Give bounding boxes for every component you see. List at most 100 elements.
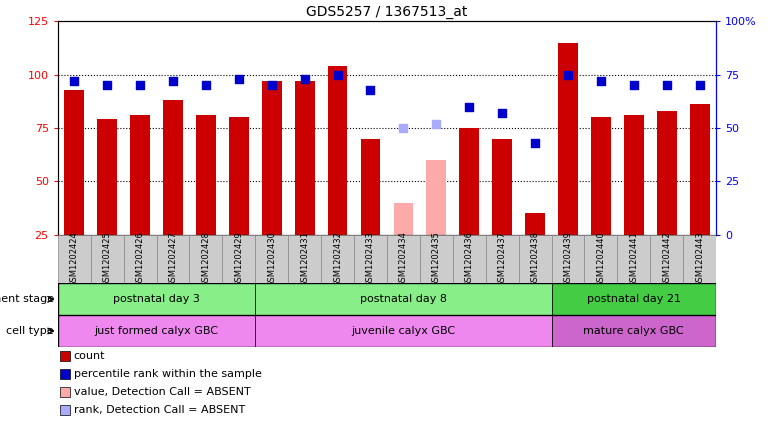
Text: juvenile calyx GBC: juvenile calyx GBC xyxy=(351,326,455,336)
Text: GSM1202425: GSM1202425 xyxy=(102,231,112,287)
Bar xyxy=(123,235,156,283)
Text: mature calyx GBC: mature calyx GBC xyxy=(584,326,684,336)
Text: postnatal day 8: postnatal day 8 xyxy=(360,294,447,304)
Point xyxy=(299,75,311,82)
Bar xyxy=(256,315,551,347)
Bar xyxy=(558,43,578,235)
Point xyxy=(496,110,508,116)
Point xyxy=(430,120,443,127)
Bar xyxy=(387,235,420,283)
Point xyxy=(594,77,607,84)
Bar xyxy=(189,235,223,283)
Bar xyxy=(525,213,545,235)
Text: GSM1202438: GSM1202438 xyxy=(531,231,540,287)
Bar xyxy=(262,81,282,235)
Bar xyxy=(486,235,519,283)
Text: GSM1202441: GSM1202441 xyxy=(629,231,638,287)
Bar xyxy=(519,235,551,283)
Bar xyxy=(683,235,716,283)
Point xyxy=(694,82,706,89)
Bar xyxy=(295,81,314,235)
Bar xyxy=(156,235,189,283)
Bar xyxy=(651,235,683,283)
Title: GDS5257 / 1367513_at: GDS5257 / 1367513_at xyxy=(306,5,467,19)
Bar xyxy=(591,117,611,235)
Text: GSM1202431: GSM1202431 xyxy=(300,231,309,287)
Bar xyxy=(584,235,618,283)
Bar xyxy=(690,104,709,235)
Text: GSM1202437: GSM1202437 xyxy=(497,231,507,287)
Text: GSM1202439: GSM1202439 xyxy=(564,231,572,287)
Bar xyxy=(551,235,584,283)
Text: postnatal day 21: postnatal day 21 xyxy=(587,294,681,304)
Bar xyxy=(58,315,256,347)
Bar xyxy=(624,115,644,235)
Point xyxy=(562,71,574,78)
Bar xyxy=(58,235,91,283)
Bar xyxy=(393,203,413,235)
Point xyxy=(134,82,146,89)
Text: GSM1202433: GSM1202433 xyxy=(366,231,375,287)
Point xyxy=(101,82,113,89)
Bar xyxy=(223,235,256,283)
Text: cell type: cell type xyxy=(6,326,54,336)
Bar xyxy=(427,160,446,235)
Bar xyxy=(354,235,387,283)
Text: just formed calyx GBC: just formed calyx GBC xyxy=(95,326,219,336)
Bar xyxy=(256,283,551,315)
Text: rank, Detection Call = ABSENT: rank, Detection Call = ABSENT xyxy=(74,405,245,415)
Text: GSM1202434: GSM1202434 xyxy=(399,231,408,287)
Bar xyxy=(460,128,479,235)
Point xyxy=(233,75,245,82)
Bar xyxy=(60,351,69,361)
Text: GSM1202436: GSM1202436 xyxy=(465,231,474,287)
Text: development stage: development stage xyxy=(0,294,54,304)
Point xyxy=(331,71,343,78)
Point xyxy=(167,77,179,84)
Bar xyxy=(618,235,651,283)
Bar xyxy=(60,369,69,379)
Text: GSM1202429: GSM1202429 xyxy=(234,231,243,287)
Text: GSM1202440: GSM1202440 xyxy=(597,231,605,287)
Bar xyxy=(420,235,453,283)
Bar xyxy=(551,283,716,315)
Text: GSM1202430: GSM1202430 xyxy=(267,231,276,287)
Text: GSM1202435: GSM1202435 xyxy=(432,231,440,287)
Text: value, Detection Call = ABSENT: value, Detection Call = ABSENT xyxy=(74,387,250,397)
Bar xyxy=(328,66,347,235)
Bar xyxy=(288,235,321,283)
Bar xyxy=(229,117,249,235)
Point xyxy=(661,82,673,89)
Point xyxy=(628,82,640,89)
Text: GSM1202427: GSM1202427 xyxy=(169,231,177,287)
Bar xyxy=(321,235,354,283)
Bar xyxy=(657,111,677,235)
Point xyxy=(463,103,475,110)
Bar xyxy=(97,119,117,235)
Text: count: count xyxy=(74,351,105,361)
Text: GSM1202442: GSM1202442 xyxy=(662,231,671,287)
Text: GSM1202428: GSM1202428 xyxy=(202,231,210,287)
Bar xyxy=(196,115,216,235)
Point xyxy=(364,86,377,93)
Text: GSM1202432: GSM1202432 xyxy=(333,231,342,287)
Point xyxy=(397,125,410,132)
Bar xyxy=(58,283,256,315)
Text: GSM1202426: GSM1202426 xyxy=(136,231,145,287)
Bar xyxy=(60,387,69,397)
Point xyxy=(199,82,212,89)
Bar xyxy=(453,235,486,283)
Bar xyxy=(360,139,380,235)
Bar xyxy=(91,235,124,283)
Bar xyxy=(551,315,716,347)
Text: GSM1202443: GSM1202443 xyxy=(695,231,704,287)
Bar xyxy=(163,100,182,235)
Point xyxy=(68,77,80,84)
Bar xyxy=(492,139,512,235)
Text: percentile rank within the sample: percentile rank within the sample xyxy=(74,369,262,379)
Point xyxy=(529,140,541,146)
Bar xyxy=(130,115,150,235)
Text: postnatal day 3: postnatal day 3 xyxy=(113,294,200,304)
Point xyxy=(266,82,278,89)
Bar xyxy=(256,235,288,283)
